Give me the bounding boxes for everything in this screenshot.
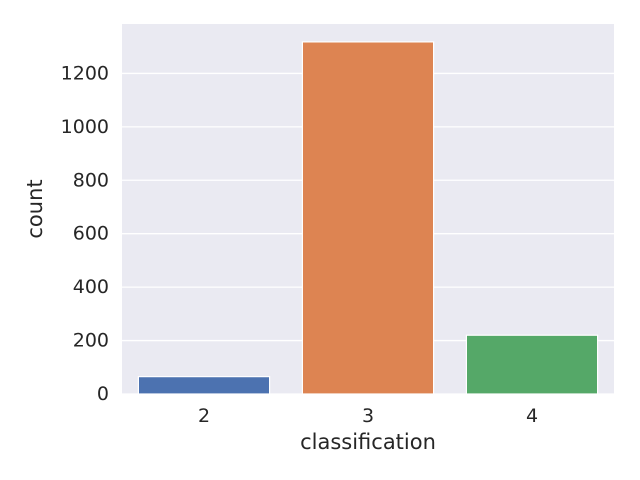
y-tick-label: 800: [73, 169, 109, 191]
y-tick-label: 0: [97, 383, 109, 405]
y-tick-label: 1200: [61, 62, 109, 84]
x-tick-labels: 2 3 4: [198, 405, 538, 427]
y-axis-label: count: [23, 179, 47, 238]
bar-3: [301, 41, 435, 395]
y-tick-labels: 0 200 400 600 800 1000 1200: [61, 62, 109, 405]
x-tick-label: 3: [362, 405, 374, 427]
y-tick-label: 1000: [61, 116, 109, 138]
bar-2: [137, 376, 271, 395]
bars: [137, 41, 599, 395]
x-axis-label: classification: [300, 430, 436, 454]
x-tick-label: 4: [526, 405, 538, 427]
y-tick-label: 200: [73, 330, 109, 352]
y-tick-label: 400: [73, 276, 109, 298]
bar-4: [465, 334, 599, 395]
y-tick-label: 600: [73, 223, 109, 245]
x-tick-label: 2: [198, 405, 210, 427]
